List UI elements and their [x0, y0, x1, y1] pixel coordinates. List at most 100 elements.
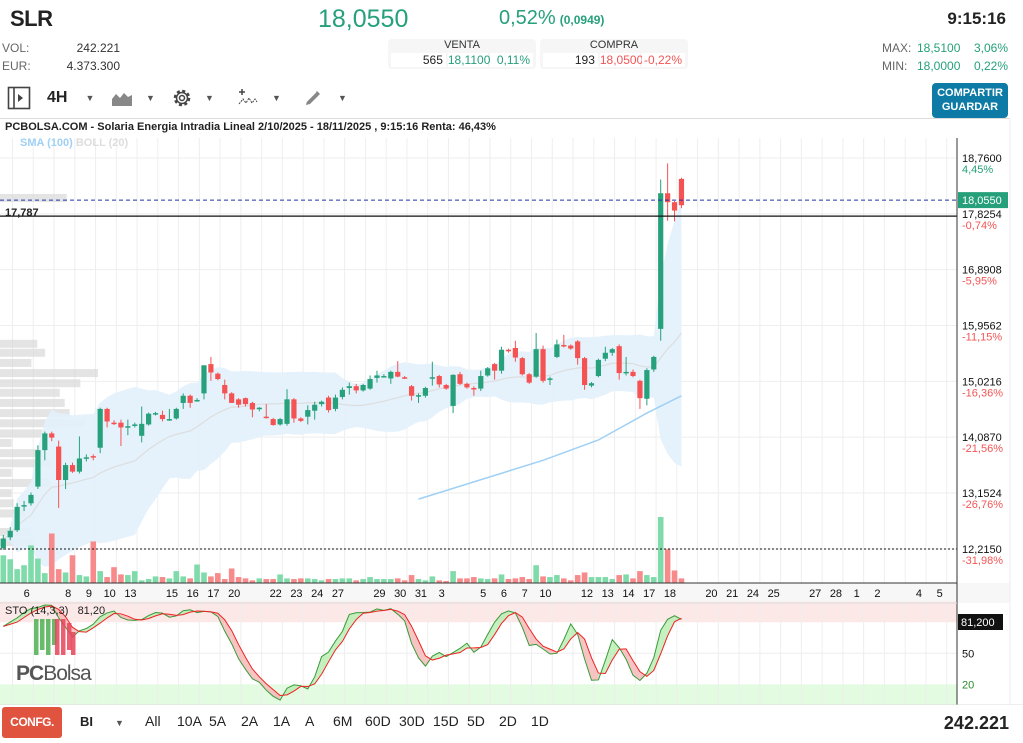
config-button[interactable]: CONFG. — [2, 707, 62, 738]
indicators-button[interactable]: ▼ — [238, 84, 281, 112]
stoch-fill — [231, 630, 239, 659]
interval-select[interactable]: 4H ▼ — [47, 84, 94, 112]
range-6m[interactable]: 6M — [333, 713, 353, 729]
range-2d[interactable]: 2D — [499, 713, 517, 729]
stoch-fill — [328, 641, 336, 662]
candle-body — [325, 397, 332, 411]
volume-bar — [339, 578, 346, 583]
volume-bar — [318, 580, 325, 583]
candle-body — [623, 371, 629, 374]
panel-toggle-button[interactable] — [7, 84, 31, 112]
volume-bar — [561, 578, 567, 583]
candle-body — [215, 373, 221, 380]
volume-profile-bar — [0, 348, 46, 357]
candle-body — [0, 538, 6, 549]
x-tick-label: 10 — [104, 588, 116, 600]
bottom-bar: CONFG. BI ▼ All 10A 5A 2A 1A A 6M 60D 30D 15D 5D 2D 1… — [0, 705, 1023, 743]
range-5d[interactable]: 5D — [467, 713, 485, 729]
candle-body — [312, 404, 318, 411]
draw-tools-button[interactable]: ▼ — [304, 84, 347, 112]
y-tick-label: 15,0216 — [962, 376, 1002, 388]
candle-body — [492, 364, 498, 371]
x-tick-label: 2 — [874, 588, 880, 600]
x-tick-label: 13 — [124, 588, 136, 600]
x-tick-label: 13 — [602, 588, 614, 600]
candle-body — [526, 374, 532, 383]
x-tick-label: 5 — [937, 588, 943, 600]
range-60d[interactable]: 60D — [365, 713, 391, 729]
divider — [0, 118, 1010, 119]
logo-bar — [46, 619, 51, 655]
volume-bar — [471, 577, 477, 583]
volume-profile-bar — [0, 409, 70, 418]
settings-button[interactable]: ▼ — [171, 84, 214, 112]
candle-body — [443, 385, 449, 389]
min-pct: 0,22% — [973, 59, 1008, 73]
y-tick-pct: -31,98% — [962, 555, 1003, 567]
max-pct: 3,06% — [973, 41, 1008, 55]
chevron-down-icon: ▼ — [85, 93, 95, 103]
volume-bar — [235, 577, 242, 583]
stoch-fill — [487, 622, 495, 645]
range-2a[interactable]: 2A — [241, 713, 259, 729]
candle-body — [381, 376, 387, 378]
legend-boll[interactable]: BOLL (20) — [75, 137, 129, 149]
stoch-d-line — [3, 605, 682, 697]
volume-profile-bar — [0, 194, 67, 203]
volume-bar — [388, 579, 394, 583]
y-tick-label: 17,8254 — [962, 209, 1002, 221]
indicator-icon — [238, 89, 258, 105]
volume-profile-bar — [0, 339, 38, 348]
candle-body — [588, 383, 595, 386]
volume-bar — [429, 576, 436, 583]
volume-profile-bar — [0, 459, 51, 468]
candle-body — [609, 349, 615, 353]
stoch-fill — [245, 657, 253, 679]
candle-body — [180, 395, 186, 403]
range-10a[interactable]: 10A — [177, 713, 202, 729]
stoch-value-tag — [958, 614, 1003, 630]
range-1d[interactable]: 1D — [531, 713, 549, 729]
share-save-button[interactable]: COMPARTIR GUARDAR — [932, 83, 1008, 118]
volume-profile-bar — [0, 499, 14, 508]
volume-bar — [602, 577, 609, 583]
stoch-fill — [460, 643, 467, 653]
volume-bar — [125, 575, 131, 583]
volume-bar — [256, 578, 263, 583]
volume-bar — [526, 579, 533, 583]
range-a[interactable]: A — [305, 713, 315, 729]
volume-bar — [159, 577, 166, 583]
range-30d[interactable]: 30D — [399, 713, 425, 729]
candle-body — [173, 408, 179, 419]
y-tick-pct: -11,15% — [962, 332, 1002, 344]
candle-body — [471, 388, 477, 390]
stoch-fill — [17, 612, 25, 623]
x-tick-label: 9 — [86, 588, 92, 600]
candle-body — [353, 386, 359, 391]
scale-select[interactable]: BI ▼ — [80, 714, 124, 729]
stoch-fill — [653, 630, 661, 671]
price-chart[interactable]: 18,76004,45%17,8254-0,74%16,8908-5,95%15… — [0, 118, 1023, 705]
share-label: COMPARTIR — [937, 87, 1003, 99]
range-15d[interactable]: 15D — [433, 713, 459, 729]
range-all[interactable]: All — [145, 713, 161, 729]
y-tick-pct: -5,95% — [962, 276, 997, 288]
range-5a[interactable]: 5A — [209, 713, 227, 729]
candle-body — [651, 356, 657, 370]
volume-bar — [138, 580, 145, 583]
volume-bar — [491, 578, 498, 583]
volume-bar — [650, 577, 657, 583]
volume-bar — [574, 575, 581, 583]
range-1a[interactable]: 1A — [273, 713, 291, 729]
last-price: 18,0550 — [318, 5, 409, 33]
volume-bar — [298, 578, 304, 583]
legend-sma[interactable]: SMA (100) — [20, 137, 73, 149]
candle-body — [152, 413, 159, 415]
volume-profile-bar — [0, 369, 98, 378]
stoch-fill — [667, 615, 675, 636]
chart-type-button[interactable]: ▼ — [112, 84, 155, 112]
candle-body — [568, 345, 574, 349]
chevron-down-icon: ▼ — [115, 718, 124, 728]
candle-body — [201, 365, 207, 394]
x-tick-label: 10 — [539, 588, 551, 600]
